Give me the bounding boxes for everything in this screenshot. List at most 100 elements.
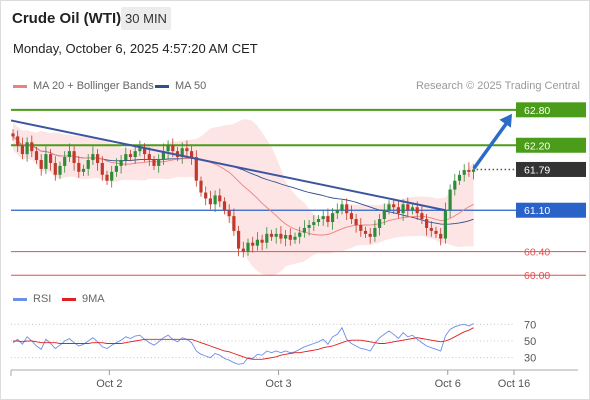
candle [453, 173, 457, 196]
candle-body [147, 154, 151, 161]
candle-body [260, 239, 264, 243]
price-level-label-60-40: 60.40 [524, 247, 550, 259]
legend-rsi-label: RSI [33, 293, 52, 305]
timeframe-badge[interactable]: 30 MIN [121, 7, 171, 30]
candle-body [373, 227, 377, 237]
candle-body [218, 195, 222, 202]
datetime-label: Monday, October 6, 2025 4:57:20 AM CET [13, 41, 258, 56]
candle [345, 198, 349, 220]
forecast-arrow-head [499, 113, 512, 128]
candle [58, 161, 62, 179]
candle-body [53, 162, 57, 175]
candle [298, 226, 302, 244]
candle [425, 214, 429, 236]
candle [147, 147, 151, 166]
candle-body [354, 219, 358, 225]
candle-body [378, 219, 382, 228]
candle [185, 140, 189, 157]
candle [331, 208, 335, 230]
legend-ma20: MA 20 + Bollinger Bands [13, 80, 154, 92]
candle [406, 197, 410, 217]
candle [373, 220, 377, 242]
candle-body [288, 235, 292, 240]
price-level-label-62-20: 62.20 [524, 140, 550, 152]
candle [260, 234, 264, 251]
candle [161, 143, 165, 166]
candle [255, 232, 259, 251]
candle-body [439, 233, 443, 239]
candle-body [77, 162, 81, 172]
candle [49, 149, 53, 171]
candle [11, 129, 15, 141]
candle-body [152, 160, 156, 166]
candle [251, 236, 255, 253]
candle-body [302, 227, 306, 233]
candle-body [246, 242, 250, 252]
candle-body [34, 151, 39, 161]
candle-body [410, 207, 415, 211]
price-level-label-60-00: 60.00 [524, 270, 550, 282]
candle-body [429, 227, 433, 231]
candle-body [157, 160, 161, 166]
candle-body [16, 136, 20, 146]
rsi-tick-70: 70 [524, 319, 536, 331]
candle-body [100, 162, 104, 175]
candle [274, 227, 278, 244]
candle [439, 227, 443, 246]
candle-body [49, 154, 53, 163]
ma50-swatch [155, 84, 169, 88]
candle [434, 226, 438, 238]
price-level-label-62-80: 62.80 [524, 105, 550, 117]
candle-body [39, 160, 43, 169]
candle-body [30, 142, 34, 152]
candle [457, 170, 462, 185]
candle [20, 137, 24, 160]
candle-body [138, 148, 142, 152]
candle [213, 190, 217, 212]
candle [467, 162, 471, 177]
price-level-label-61-10: 61.10 [524, 205, 550, 217]
candle [284, 230, 288, 247]
candle [67, 143, 71, 163]
candle [16, 130, 20, 153]
candle [119, 154, 123, 174]
candle [96, 149, 100, 171]
candle-body [345, 204, 349, 214]
price-level-tag-62-20 [516, 137, 586, 153]
candle [25, 137, 29, 162]
candle [30, 135, 34, 158]
candle-body [96, 154, 100, 163]
candle [269, 229, 274, 241]
candle-body [91, 154, 95, 161]
candle-body [349, 213, 353, 220]
price-level-label-61-79: 61.79 [524, 164, 550, 176]
candle [105, 170, 109, 185]
candle-body [194, 157, 198, 181]
forecast-arrow-shaft [472, 118, 511, 170]
candle-body [143, 148, 147, 155]
candle-body [171, 145, 175, 152]
candle [354, 214, 358, 233]
candle-body [467, 170, 471, 172]
candle-body [237, 230, 241, 249]
candle [387, 200, 391, 215]
candle-body [279, 233, 283, 239]
candle [110, 165, 114, 188]
candle [378, 214, 382, 236]
candle [218, 188, 222, 208]
candle [293, 232, 297, 244]
candle-body [335, 210, 339, 214]
legend-9ma-label: 9MA [82, 293, 105, 305]
candle [157, 154, 161, 173]
candle-body [265, 233, 269, 243]
candle [326, 208, 330, 228]
candle-body [119, 160, 123, 166]
trendline [10, 119, 446, 212]
candle [232, 208, 236, 236]
candle [246, 238, 250, 256]
candle-body [420, 213, 424, 220]
rsi-swatch [13, 297, 27, 301]
candle-body [251, 242, 255, 246]
candle [72, 146, 76, 171]
